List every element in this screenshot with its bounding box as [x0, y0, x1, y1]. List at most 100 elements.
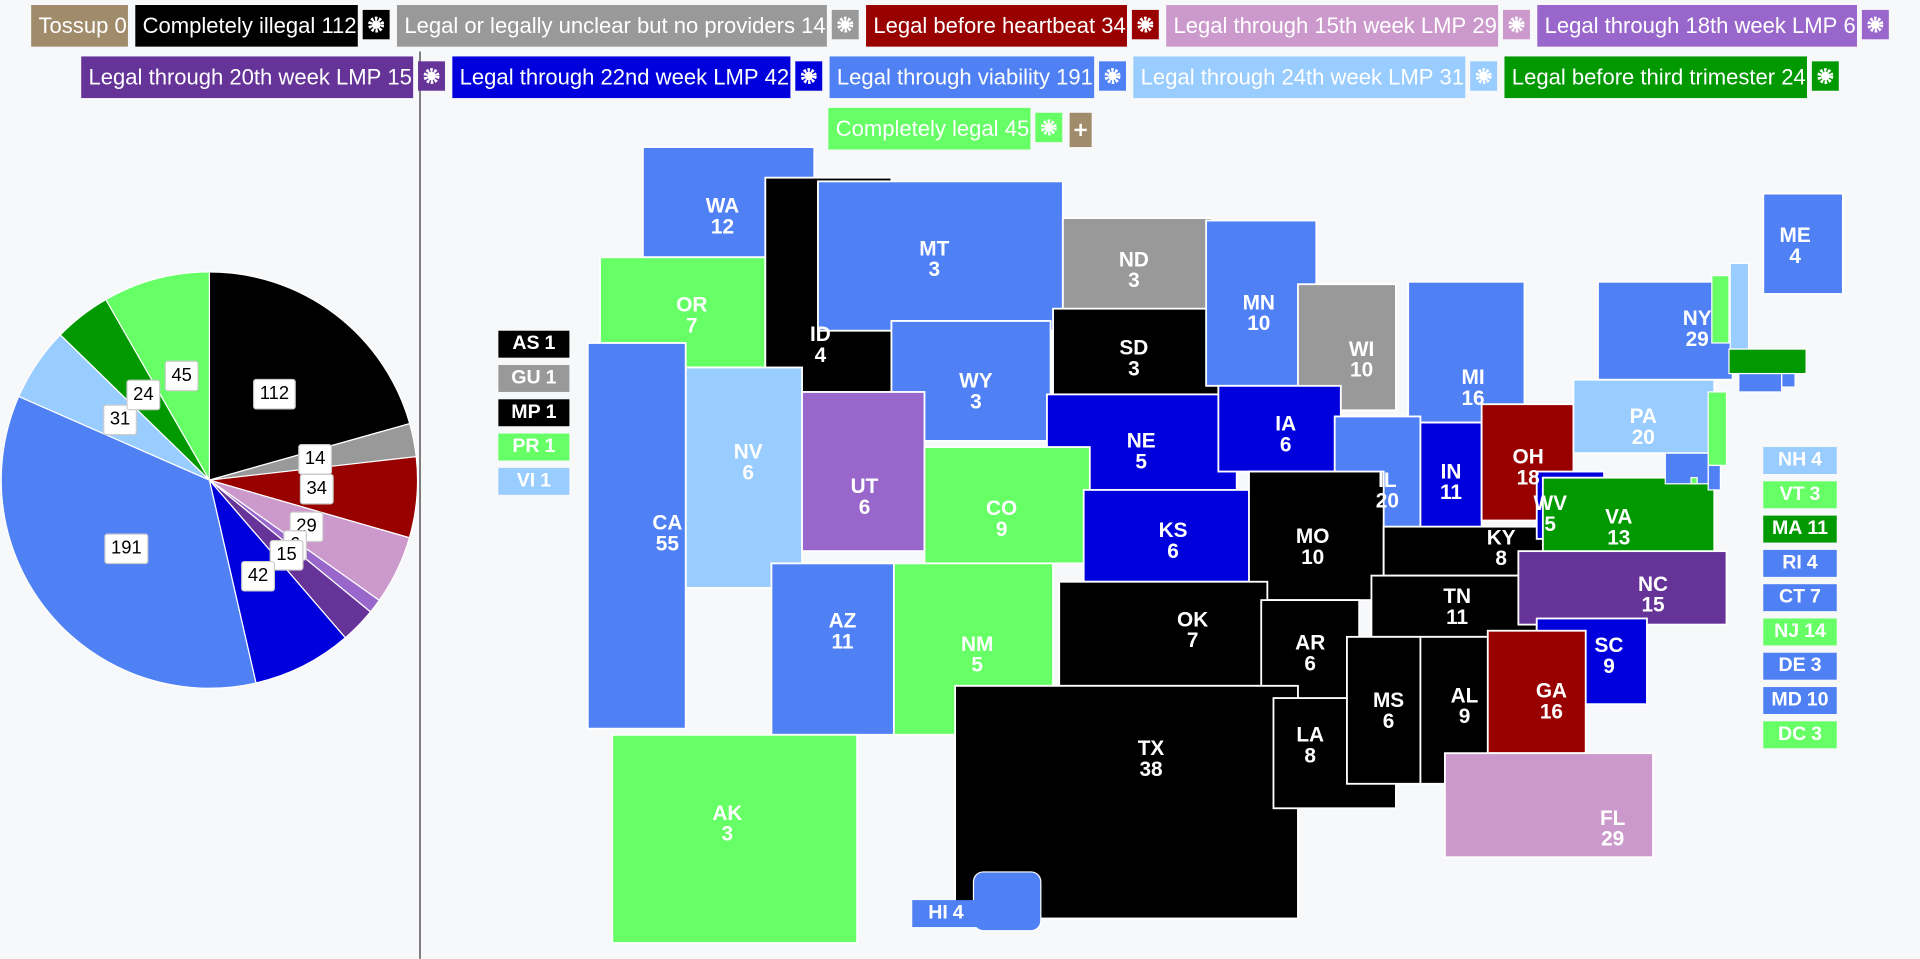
legend-button[interactable] — [135, 5, 358, 47]
legend-item[interactable]: Legal through viability 191 — [829, 56, 1126, 99]
pie-label: 15 — [276, 543, 296, 564]
state-shape[interactable] — [1346, 635, 1422, 785]
state-ev: 6 — [1304, 653, 1316, 676]
legend-name: Legal through 22nd week LMP — [460, 64, 759, 89]
territory-box[interactable] — [498, 365, 570, 392]
state-shape[interactable] — [972, 871, 1042, 932]
legend-item[interactable]: Legal through 15th week LMP 29 — [1166, 5, 1530, 47]
territory-box[interactable] — [498, 330, 570, 358]
legend: Tossup 0 Completely illegal 112 Legal or leg… — [31, 5, 1889, 150]
state-ev: 20 — [1632, 426, 1655, 449]
state-ev: 3 — [1128, 357, 1140, 380]
state-shape[interactable] — [1217, 384, 1342, 473]
pie-slice — [208, 271, 411, 481]
legend-item[interactable]: Completely legal 45 — [828, 107, 1063, 150]
state-shape[interactable] — [1664, 452, 1709, 485]
legend-button[interactable] — [31, 5, 128, 47]
pie-label-bg — [241, 560, 276, 592]
state-shape[interactable] — [1781, 372, 1796, 388]
state-shape[interactable] — [1690, 477, 1698, 485]
state-ev: 10 — [1247, 312, 1270, 335]
state-box[interactable] — [1763, 721, 1837, 749]
state-abbr: TN — [1443, 585, 1471, 608]
state-shape[interactable] — [1597, 280, 1734, 381]
legend-button[interactable] — [1166, 5, 1499, 47]
state-shape[interactable] — [684, 366, 803, 589]
legend-button[interactable] — [396, 5, 827, 47]
legend-button[interactable] — [1537, 5, 1857, 47]
state-shape[interactable] — [1486, 629, 1587, 755]
pie-label-bg — [103, 404, 137, 436]
state-shape[interactable] — [586, 342, 687, 730]
state-abbr: ND — [1119, 248, 1149, 271]
state-box[interactable] — [1763, 481, 1837, 509]
state-shape[interactable] — [1738, 372, 1783, 393]
state-shape[interactable] — [770, 562, 908, 736]
legend-button[interactable] — [829, 56, 1095, 99]
legend-button[interactable] — [828, 107, 1031, 150]
pie-label-bg — [253, 378, 296, 410]
state-shape[interactable] — [1058, 580, 1269, 687]
state-shape[interactable] — [1707, 464, 1722, 491]
state-box[interactable] — [1763, 618, 1837, 646]
legend-count: 34 — [1101, 13, 1126, 38]
state-box[interactable] — [1763, 549, 1837, 577]
state-abbr: NH — [1778, 449, 1806, 471]
state-box[interactable] — [1763, 515, 1837, 543]
pie-label-bg — [299, 473, 334, 505]
pie-label: 45 — [171, 364, 191, 385]
pie-label-bg — [269, 540, 304, 571]
state-shape[interactable] — [1762, 192, 1844, 295]
state-box[interactable] — [912, 900, 980, 928]
territory-box[interactable] — [498, 467, 570, 495]
state-shape[interactable] — [1707, 391, 1728, 467]
state-shape[interactable] — [611, 733, 859, 944]
state-shape[interactable] — [1517, 550, 1728, 626]
legend-item[interactable]: Completely illegal 112 — [135, 5, 390, 47]
territory-ev: 1 — [540, 470, 551, 492]
state-abbr: RI — [1782, 552, 1802, 574]
state-shape[interactable] — [1729, 262, 1750, 350]
state-box[interactable] — [1763, 687, 1837, 714]
legend-item[interactable]: Legal before third trimester 24 — [1504, 56, 1839, 99]
state-shape[interactable] — [1711, 275, 1730, 344]
legend-name: Legal through 24th week LMP — [1141, 64, 1434, 89]
legend-item[interactable]: Tossup 0 — [31, 5, 128, 47]
add-button[interactable] — [1069, 112, 1092, 148]
legend-item[interactable]: Legal through 22nd week LMP 42 — [452, 56, 823, 99]
legend-button[interactable] — [1504, 56, 1807, 99]
legend-item[interactable]: Legal before heartbeat 34 — [866, 5, 1159, 47]
legend-item[interactable]: Legal through 24th week LMP 31 — [1133, 56, 1498, 99]
state-shape[interactable] — [1061, 217, 1214, 313]
pie-label: 42 — [248, 564, 268, 585]
legend-button[interactable] — [81, 56, 414, 99]
legend-item[interactable]: Legal through 20th week LMP 15 — [81, 56, 445, 99]
legend-item[interactable]: Legal through 18th week LMP 6 — [1537, 5, 1889, 47]
legend-label: Legal through viability 191 — [837, 64, 1093, 89]
legend-label: Legal before heartbeat 34 — [873, 13, 1125, 38]
state-abbr: ME — [1780, 224, 1811, 247]
state-ev: 11 — [1440, 481, 1462, 504]
territory-box[interactable] — [498, 399, 570, 427]
state-box[interactable] — [1763, 447, 1837, 474]
territory-box[interactable] — [498, 433, 570, 461]
state-shape[interactable] — [1082, 488, 1257, 583]
state-abbr: AL — [1451, 684, 1479, 707]
state-box-label: MA 11 — [1772, 517, 1828, 539]
legend-button[interactable] — [452, 56, 791, 99]
legend-button[interactable] — [1133, 56, 1466, 99]
state-shape[interactable] — [801, 391, 926, 553]
state-ev: 3 — [722, 823, 734, 846]
state-abbr: OK — [1177, 608, 1208, 631]
legend-item[interactable]: Legal or legally unclear but no provider… — [396, 5, 859, 47]
state-shape[interactable] — [1443, 752, 1654, 859]
state-shape[interactable] — [1728, 348, 1807, 375]
state-shape[interactable] — [1370, 574, 1538, 638]
state-ev: 55 — [656, 533, 679, 556]
legend-button[interactable] — [866, 5, 1127, 47]
territory-abbr: MP — [511, 401, 540, 423]
state-ev: 10 — [1301, 546, 1324, 569]
state-shape[interactable] — [817, 180, 1064, 332]
state-box[interactable] — [1763, 652, 1837, 680]
state-box[interactable] — [1763, 584, 1837, 612]
